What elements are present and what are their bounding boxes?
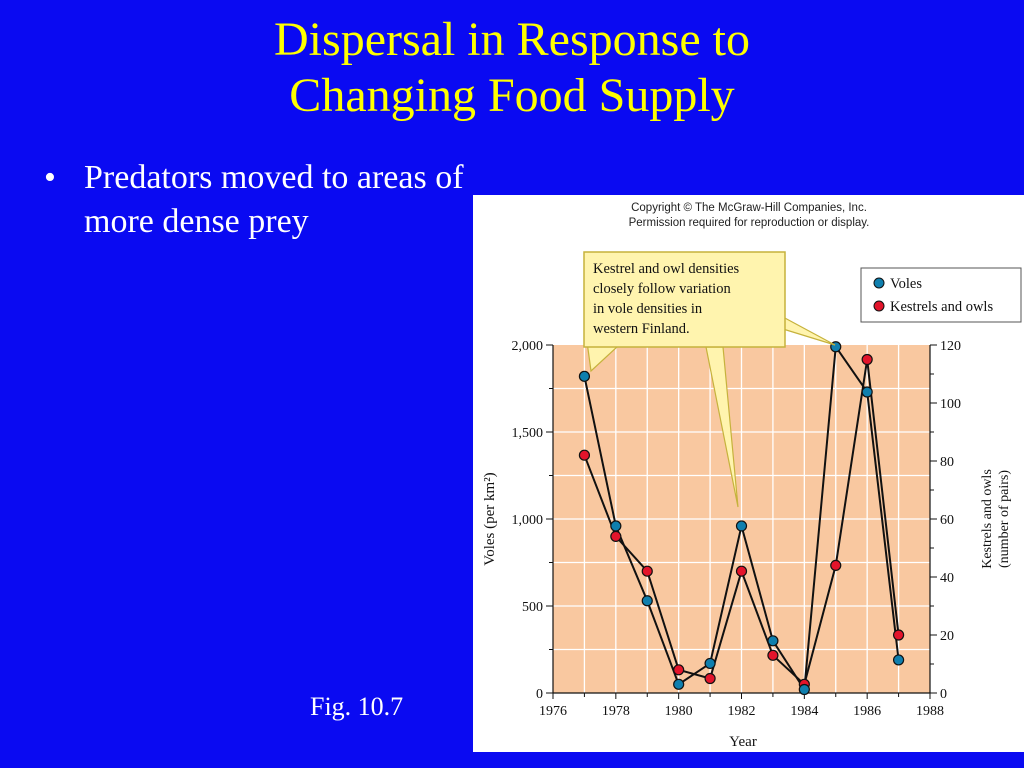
callout: Kestrel and owl densities closely follow… — [583, 251, 836, 508]
data-point-voles — [578, 370, 591, 382]
y-tick-label: 1,000 — [512, 513, 544, 528]
figure-caption: Fig. 10.7 — [310, 692, 404, 721]
x-tick-label: 1980 — [665, 704, 693, 719]
x-tick-label: 1978 — [602, 704, 630, 719]
x-axis-label: Year — [729, 734, 757, 750]
bullet-dot-icon: • — [44, 159, 56, 196]
x-tick-label: 1976 — [539, 704, 567, 719]
legend-predators-label: Kestrels and owls — [890, 299, 993, 315]
y2-tick-label: 0 — [940, 687, 947, 702]
callout-box — [583, 251, 786, 348]
data-point-voles — [767, 635, 779, 647]
callout-line: in vole densities in — [593, 301, 703, 317]
data-point-voles — [861, 386, 873, 398]
bullet-list: • Predators moved to areas of more dense… — [44, 156, 464, 244]
copyright-line2: Permission required for reproduction or … — [629, 217, 870, 229]
series-layer — [578, 341, 905, 696]
y2-tick-label: 100 — [940, 397, 961, 412]
data-point-voles — [892, 654, 905, 666]
callout-line: closely follow variation — [593, 281, 731, 297]
data-point-predators — [641, 565, 653, 577]
y2-tick-label: 120 — [940, 339, 961, 354]
legend-voles-label: Voles — [890, 276, 922, 292]
legend-predators-marker — [873, 300, 885, 312]
data-point-predators — [892, 629, 905, 641]
callout-pointer-right — [782, 315, 836, 346]
x-tick-label: 1986 — [853, 704, 881, 719]
y2-axis-label-line2: (number of pairs) — [997, 470, 1012, 568]
legend-voles-marker — [873, 277, 885, 289]
data-point-predators — [578, 449, 591, 461]
x-tick-label: 1982 — [728, 704, 756, 719]
chart-svg: Copyright © The McGraw-Hill Companies, I… — [482, 202, 1022, 750]
data-point-predators — [735, 565, 748, 577]
x-tick-label: 1984 — [790, 704, 818, 719]
data-point-voles — [610, 520, 622, 532]
x-tick-label: 1988 — [916, 704, 944, 719]
data-point-predators — [610, 530, 622, 542]
data-point-predators — [704, 672, 716, 685]
legend-box — [860, 267, 1022, 323]
y-tick-label: 500 — [522, 600, 543, 615]
ticks: 1976 1978 1980 1982 1984 1986 1988 0 500 1,000 1,5… — [512, 339, 962, 719]
slide-title: Dispersal in Response to Changing Food S… — [0, 12, 1024, 124]
data-point-voles — [735, 520, 748, 532]
data-point-voles — [704, 657, 716, 670]
data-point-voles — [798, 683, 810, 696]
y-axis-label: Voles (per km²) — [482, 472, 498, 565]
y2-tick-label: 80 — [940, 455, 954, 470]
copyright-line1: Copyright © The McGraw-Hill Companies, I… — [631, 202, 867, 214]
bullet-text: Predators moved to areas of more dense p… — [84, 159, 464, 240]
callout-line: western Finland. — [593, 321, 690, 337]
y-tick-label: 2,000 — [512, 339, 544, 354]
y2-tick-label: 40 — [940, 571, 954, 586]
y-tick-label: 1,500 — [512, 426, 544, 441]
figure-panel: Copyright © The McGraw-Hill Companies, I… — [473, 195, 1024, 752]
legend: Voles Kestrels and owls — [860, 267, 1022, 323]
data-point-predators — [673, 664, 685, 676]
y2-tick-label: 20 — [940, 629, 954, 644]
data-point-predators — [830, 559, 842, 571]
data-point-voles — [641, 595, 653, 607]
y-tick-label: 0 — [536, 687, 543, 702]
y2-axis-label-line1: Kestrels and owls — [980, 469, 995, 569]
y2-tick-label: 60 — [940, 513, 954, 528]
slide-title-line2: Changing Food Supply — [289, 69, 735, 122]
data-point-predators — [767, 649, 779, 661]
callout-line: Kestrel and owl densities — [593, 261, 740, 277]
slide-title-line1: Dispersal in Response to — [274, 13, 750, 66]
data-point-voles — [673, 678, 685, 690]
data-point-predators — [861, 353, 873, 366]
bullet-item: • Predators moved to areas of more dense… — [44, 156, 464, 244]
